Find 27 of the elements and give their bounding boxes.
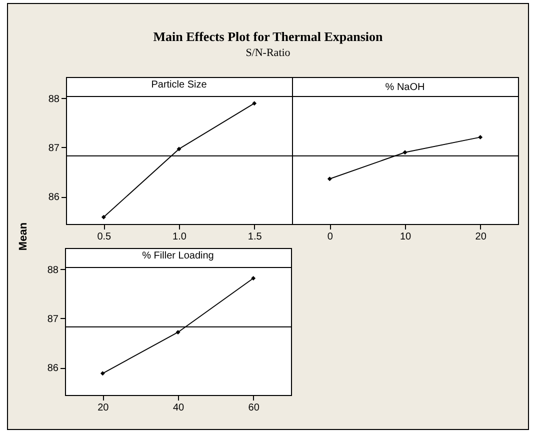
- y-tick-label: 86: [47, 363, 59, 374]
- x-tick-label: 20: [475, 232, 487, 242]
- x-tick-label: 20: [98, 402, 110, 414]
- y-tick-label: 88: [48, 94, 60, 105]
- y-tick-label: 87: [48, 142, 60, 154]
- x-tick-label: 0: [327, 232, 334, 242]
- text: Main Effects Plot for Thermal Expansion: [153, 29, 384, 44]
- y-tick-label: 88: [47, 264, 59, 276]
- x-tick-label: 1.5: [248, 232, 262, 242]
- x-tick-label: 40: [172, 402, 184, 414]
- point: [176, 330, 180, 334]
- y-axis-title: Mean: [18, 222, 30, 251]
- point: [100, 371, 105, 376]
- point: [252, 101, 257, 106]
- point: [251, 276, 256, 281]
- x-tick-label: 10: [400, 232, 412, 242]
- x-tick-label: 60: [248, 402, 260, 414]
- point: [176, 146, 182, 152]
- text: S/N-Ratio: [246, 47, 291, 59]
- chart-title: Particle Size: [151, 79, 208, 90]
- x-tick-label: 1.0: [172, 232, 187, 242]
- chart-title: % NaOH: [385, 82, 425, 93]
- x-tick-label: 0.5: [97, 232, 112, 242]
- y-tick-label: 87: [47, 314, 59, 325]
- point: [101, 214, 106, 220]
- chart-title: % Filler Loading: [142, 250, 214, 262]
- y-tick-label: 86: [48, 192, 60, 204]
